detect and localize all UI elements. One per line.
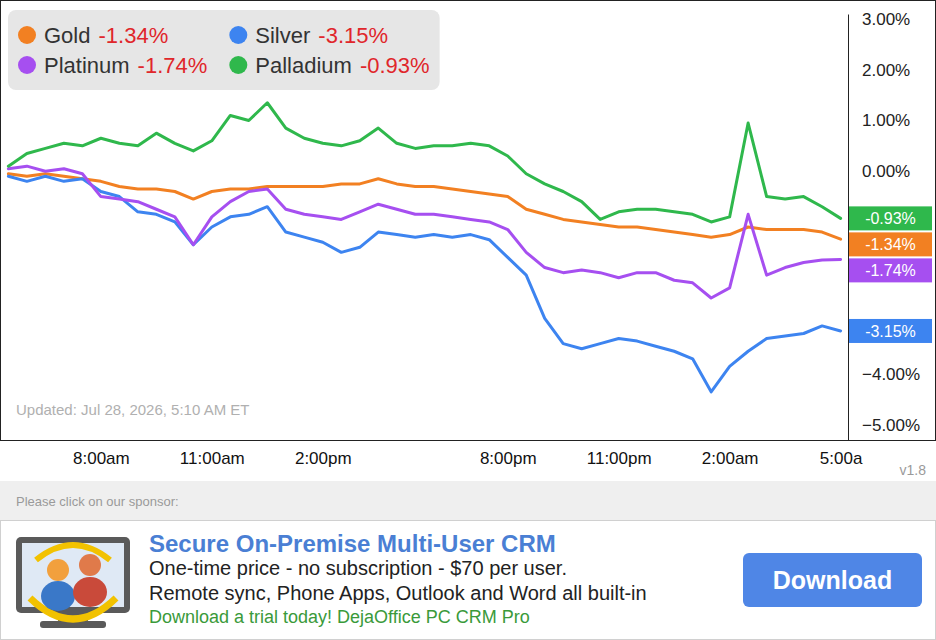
legend-swatch (229, 56, 247, 74)
y-tick-label: 0.00% (862, 162, 910, 181)
legend-box (8, 10, 440, 90)
x-tick: 8:00pm (480, 440, 537, 468)
series-line (8, 103, 840, 222)
y-tick: 0.00% (848, 162, 910, 181)
updated-note: Updated: Jul 28, 2026, 5:10 AM ET (16, 401, 249, 418)
download-button-bg[interactable] (743, 553, 922, 607)
sponsor: Please click on our sponsor: Secure On-Pr… (0, 481, 936, 640)
end-label-box (849, 206, 932, 230)
x-tick-label: 5:00a (820, 449, 863, 468)
y-tick-label: −5.00% (862, 416, 920, 435)
legend-name: Palladium (255, 53, 352, 78)
legend-value: -1.34% (98, 23, 168, 48)
x-axis-line (2, 440, 849, 441)
legend-entry: Palladium -0.93% (229, 53, 429, 78)
x-tick: 2:00am (702, 440, 759, 468)
end-label: -1.34% (849, 232, 932, 256)
end-label-box (849, 232, 932, 256)
x-tick: 8:00am (73, 440, 130, 468)
legend-swatch (18, 26, 36, 44)
icon-head (79, 554, 101, 576)
ad-box (1, 521, 936, 640)
sponsor-strip (0, 481, 936, 640)
ad-line: Remote sync, Phone Apps, Outlook and Wor… (149, 582, 647, 604)
icon-body (41, 581, 75, 611)
page: 3.00% 2.00% 1.00% 0.00% −4.00% −5.00% 8:00am 11… (0, 0, 936, 640)
legend: Gold -1.34% Silver -3.15% Platinum -1.74% Pall… (8, 10, 440, 90)
x-tick-label: 2:00pm (295, 449, 352, 468)
plot-area (8, 103, 840, 392)
x-tick: 11:00pm (587, 440, 652, 468)
x-tick-label: 8:00am (73, 449, 130, 468)
x-tick-label: 8:00pm (480, 449, 537, 468)
ad-title: Secure On-Premise Multi-User CRM (149, 530, 556, 557)
icon-arrow (36, 545, 110, 560)
x-tick-label: 2:00am (702, 449, 759, 468)
download-button-label[interactable]: Download (773, 566, 892, 594)
legend-value: -1.74% (138, 53, 208, 78)
sponsor-prompt: Please click on our sponsor: (16, 494, 179, 509)
legend-name: Gold (44, 23, 90, 48)
legend-value: -3.15% (318, 23, 388, 48)
y-tick: 2.00% (848, 61, 910, 80)
end-label-text: -1.74% (865, 262, 916, 279)
end-label-text: -1.34% (865, 236, 916, 253)
end-label-box (849, 319, 932, 343)
icon-head (47, 559, 69, 581)
y-tick: −4.00% (848, 365, 920, 384)
x-tick-label: 11:00pm (587, 449, 652, 468)
y-tick: 3.00% (848, 10, 910, 29)
ad-line: One-time price - no subscription - $70 p… (149, 557, 567, 579)
legend-swatch (229, 26, 247, 44)
ad-tagline: Download a trial today! DejaOffice PC CR… (149, 607, 530, 627)
y-tick: −5.00% (848, 416, 920, 435)
end-label: -3.15% (849, 319, 932, 343)
end-label-box (849, 258, 932, 282)
icon-body (73, 577, 107, 607)
x-tick-label: 11:00am (180, 449, 245, 468)
legend-entry: Gold -1.34% (18, 23, 168, 48)
legend-swatch (18, 56, 36, 74)
legend-value: -0.93% (360, 53, 430, 78)
version-note: v1.8 (900, 462, 927, 478)
x-axis: 8:00am 11:00am 2:00pm 8:00pm 11:00pm 2:00am 5:… (2, 440, 863, 468)
y-axis-line (848, 15, 849, 441)
x-tick: 2:00pm (295, 440, 352, 468)
x-tick: 11:00am (180, 440, 245, 468)
series-line (8, 176, 840, 392)
legend-entry: Silver -3.15% (229, 23, 388, 48)
end-label-text: -3.15% (865, 323, 916, 340)
end-label-text: -0.93% (865, 210, 916, 227)
legend-entry: Platinum -1.74% (18, 53, 207, 78)
chart-frame (1, 1, 936, 441)
y-tick-label: −4.00% (862, 365, 920, 384)
y-tick-label: 1.00% (862, 111, 910, 130)
legend-name: Platinum (44, 53, 130, 78)
x-tick: 5:00a (820, 440, 863, 468)
ad-icon (16, 537, 130, 628)
end-label: -1.74% (849, 258, 932, 282)
end-label: -0.93% (849, 206, 932, 230)
y-tick-label: 3.00% (862, 10, 910, 29)
y-tick: 1.00% (848, 111, 910, 130)
series-line (8, 166, 840, 298)
y-tick-label: 2.00% (862, 61, 910, 80)
download-button[interactable]: Download (743, 553, 922, 607)
legend-name: Silver (255, 23, 310, 48)
